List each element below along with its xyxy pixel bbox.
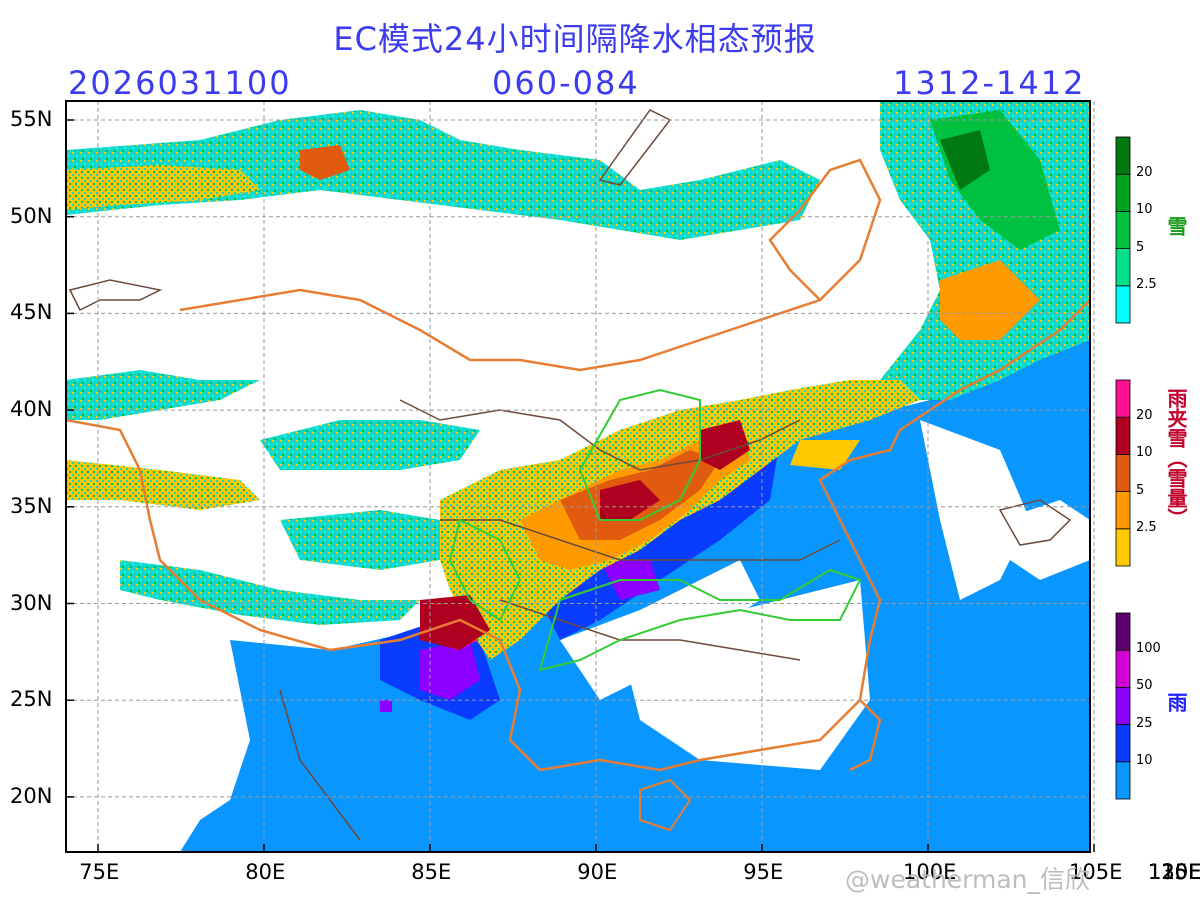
rain-colorbar-swatch — [1115, 612, 1131, 651]
rain-colorbar-title: 雨 — [1164, 692, 1188, 712]
map-frame — [65, 100, 1091, 853]
lat-label: 20N — [10, 783, 53, 808]
precip-field — [66, 101, 1090, 852]
lat-label: 40N — [10, 397, 53, 422]
sleet-level-label: 5 — [1136, 482, 1145, 498]
chart-title: EC模式24小时间隔降水相态预报 — [333, 20, 817, 58]
sleet-colorbar-swatch — [1115, 416, 1131, 455]
lon-label: 75E — [79, 860, 120, 884]
sleet-colorbar-swatch — [1115, 453, 1131, 492]
lat-label: 45N — [10, 300, 53, 325]
lon-label: 135E — [1148, 860, 1200, 884]
sleet-level-label: 20 — [1136, 408, 1153, 424]
lat-label: 30N — [10, 590, 53, 615]
rain-level-label: 100 — [1136, 641, 1161, 657]
sleet-colorbar-swatch — [1115, 379, 1131, 418]
lat-label: 55N — [10, 107, 53, 131]
lon-label: 80E — [245, 860, 286, 884]
lat-label: 50N — [10, 203, 53, 228]
rain-colorbar-swatch — [1115, 761, 1131, 800]
snow-colorbar-title: 雪 — [1164, 216, 1188, 236]
rain-level-label: 50 — [1136, 678, 1153, 694]
sleet-colorbar-swatch — [1115, 491, 1131, 530]
init-time: 2026031100 — [68, 64, 292, 102]
rain-level-label: 25 — [1136, 715, 1153, 731]
lon-label: 85E — [411, 860, 452, 884]
lon-label: 130E — [1148, 860, 1200, 884]
lat-label: 35N — [10, 493, 53, 518]
lon-label: 105E — [1069, 860, 1123, 884]
snow-colorbar-swatch — [1115, 210, 1131, 249]
rain-colorbar-swatch — [1115, 649, 1131, 688]
snow-level-label: 2.5 — [1136, 276, 1157, 292]
watermark: @weatherman_信欣 — [845, 865, 1091, 894]
lon-label: 100E — [903, 860, 957, 884]
snow-level-label: 20 — [1136, 165, 1153, 181]
lat-label: 25N — [10, 687, 53, 712]
lon-label: 90E — [577, 860, 618, 884]
lat-lon-grid — [66, 101, 1095, 852]
valid-period: 1312-1412 — [893, 64, 1086, 102]
snow-level-label: 10 — [1136, 202, 1153, 218]
snow-level-label: 5 — [1136, 239, 1145, 255]
lon-label: 115E — [1148, 860, 1200, 884]
sleet-level-label: 2.5 — [1136, 519, 1157, 535]
snow-colorbar-swatch — [1115, 248, 1131, 287]
rain-colorbar-swatch — [1115, 724, 1131, 763]
axis-ticks — [66, 119, 1095, 852]
snow-colorbar-swatch — [1115, 173, 1131, 212]
lead-hours: 060-084 — [492, 64, 640, 102]
lon-label: 120E — [1148, 860, 1200, 884]
lon-label: 95E — [743, 860, 784, 884]
colorbars — [1115, 136, 1131, 800]
snow-colorbar-swatch — [1115, 136, 1131, 175]
sleet-colorbar-swatch — [1115, 528, 1131, 567]
rain-colorbar-swatch — [1115, 687, 1131, 726]
rain-level-label: 10 — [1136, 752, 1153, 768]
snow-colorbar-swatch — [1115, 285, 1131, 324]
sleet-colorbar-title: 雨夹雪（雪量） — [1164, 388, 1188, 528]
sleet-level-label: 10 — [1136, 445, 1153, 461]
lon-label: 125E — [1148, 860, 1200, 884]
lon-label: 110E — [1148, 860, 1200, 884]
